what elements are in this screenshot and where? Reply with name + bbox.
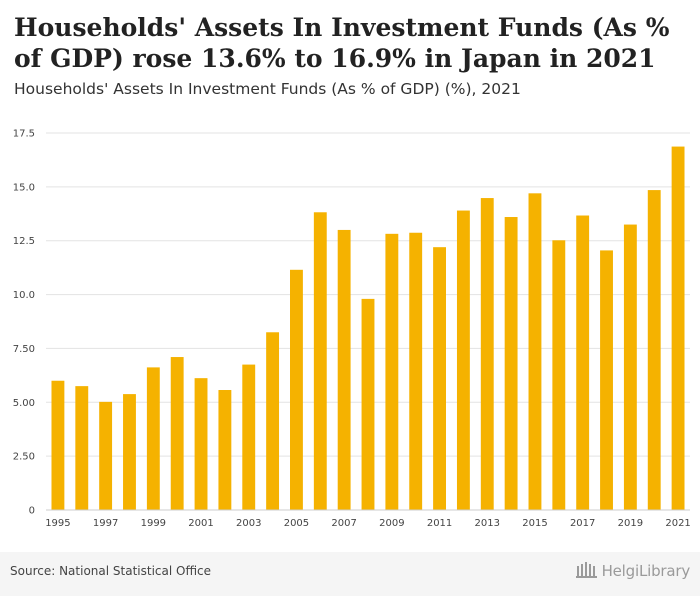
bar-2006[interactable] xyxy=(313,212,327,510)
page-title: Households' Assets In Investment Funds (… xyxy=(14,13,670,73)
bar-2003[interactable] xyxy=(242,364,256,510)
y-tick-label: 5.00 xyxy=(13,398,35,409)
x-tick-label: 2001 xyxy=(188,518,213,529)
x-tick-label: 2013 xyxy=(475,518,500,529)
bar-2014[interactable] xyxy=(504,217,518,510)
bar-1999[interactable] xyxy=(146,367,160,510)
y-tick-label: 15.0 xyxy=(13,182,35,193)
bar-1996[interactable] xyxy=(75,386,89,510)
bar-2015[interactable] xyxy=(528,193,542,510)
bar-1995[interactable] xyxy=(51,380,65,510)
x-tick-label: 1997 xyxy=(93,518,118,529)
bar-2002[interactable] xyxy=(218,390,232,510)
chart-subtitle: Households' Assets In Investment Funds (… xyxy=(14,80,521,98)
x-tick-label: 2005 xyxy=(284,518,309,529)
y-tick-label: 12.5 xyxy=(13,236,35,247)
bar-2000[interactable] xyxy=(170,357,184,510)
chart-area: 0 2.50 5.00 7.50 10.0 12.5 15.0 17.5 1995 1997 199… xyxy=(0,112,700,552)
x-tick-label: 1995 xyxy=(45,518,70,529)
x-tick-label: 2003 xyxy=(236,518,261,529)
bar-2005[interactable] xyxy=(290,269,303,510)
header: Households' Assets In Investment Funds (… xyxy=(0,0,700,112)
helgilibrary-logo[interactable]: HelgiLibrary xyxy=(575,560,691,582)
y-tick-label: 0 xyxy=(29,506,35,517)
library-building-icon xyxy=(575,560,598,582)
bar-2012[interactable] xyxy=(456,210,470,510)
x-tick-label: 1999 xyxy=(141,518,166,529)
bar-2007[interactable] xyxy=(337,229,351,510)
x-tick-label: 2011 xyxy=(427,518,452,529)
x-tick-label: 2017 xyxy=(570,518,595,529)
x-tick-label: 2015 xyxy=(522,518,547,529)
bar-2011[interactable] xyxy=(433,247,446,511)
bar-2010[interactable] xyxy=(409,232,423,510)
y-tick-label: 17.5 xyxy=(13,129,35,140)
x-tick-label: 2007 xyxy=(331,518,356,529)
bar-2021[interactable] xyxy=(671,146,685,510)
bar-2019[interactable] xyxy=(623,224,637,511)
bar-2018[interactable] xyxy=(600,250,613,510)
bar-2013[interactable] xyxy=(480,198,494,510)
source-note: Source: National Statistical Office xyxy=(10,564,212,578)
x-tick-label: 2021 xyxy=(665,518,690,529)
bar-2017[interactable] xyxy=(576,215,590,510)
logo-text: HelgiLibrary xyxy=(601,562,691,580)
bar-1997[interactable] xyxy=(99,401,113,510)
x-tick-label: 2009 xyxy=(379,518,404,529)
y-tick-label: 2.50 xyxy=(13,452,35,463)
bar-2008[interactable] xyxy=(361,298,375,510)
bar-2016[interactable] xyxy=(552,240,566,510)
y-tick-label: 10.0 xyxy=(13,290,35,301)
bar-2009[interactable] xyxy=(385,233,399,511)
x-tick-label: 2019 xyxy=(618,518,643,529)
bar-chart: 0 2.50 5.00 7.50 10.0 12.5 15.0 17.5 1995 1997 199… xyxy=(13,129,691,530)
bar-2020[interactable] xyxy=(647,190,661,510)
bar-2004[interactable] xyxy=(266,332,280,510)
bar-1998[interactable] xyxy=(123,394,136,510)
bar-2001[interactable] xyxy=(194,378,208,510)
y-tick-label: 7.50 xyxy=(13,344,35,355)
